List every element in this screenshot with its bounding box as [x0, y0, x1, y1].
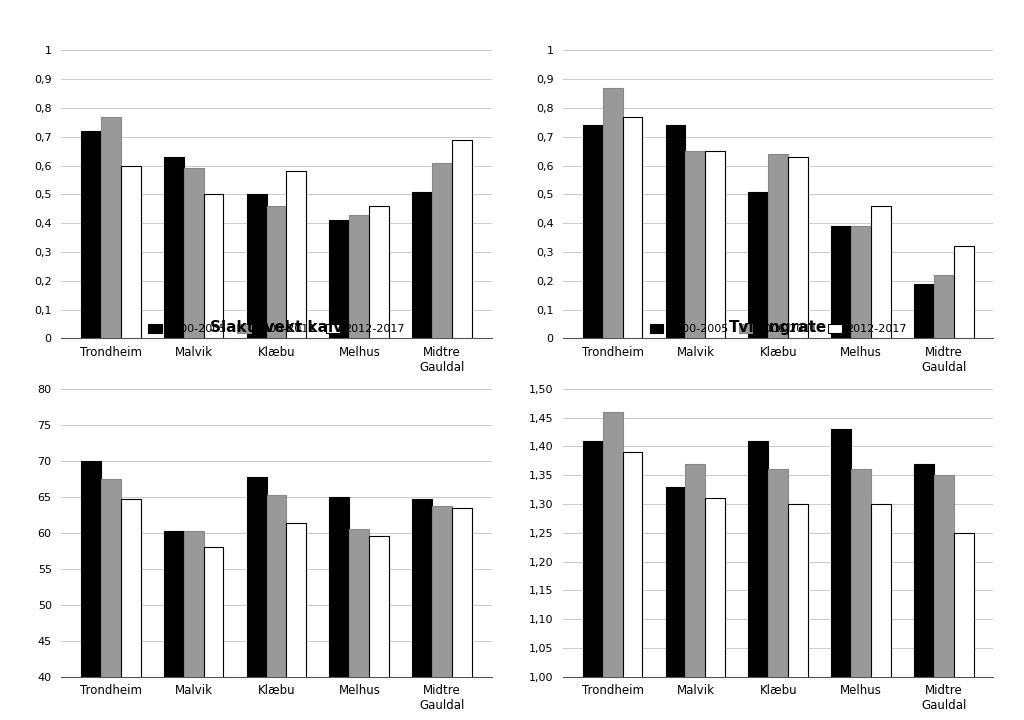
Bar: [788, 157, 808, 338]
Bar: [247, 477, 266, 720]
Bar: [330, 220, 349, 338]
Bar: [666, 487, 685, 720]
Bar: [666, 125, 685, 338]
Bar: [330, 497, 349, 720]
Bar: [432, 506, 452, 720]
Bar: [583, 125, 603, 338]
Bar: [768, 469, 788, 720]
Bar: [706, 498, 725, 720]
Bar: [183, 168, 204, 338]
Bar: [81, 131, 101, 338]
Bar: [452, 508, 472, 720]
Bar: [266, 206, 287, 338]
Bar: [914, 464, 934, 720]
Legend: 2000-2005, 2006-2011, 2012-2017: 2000-2005, 2006-2011, 2012-2017: [650, 323, 906, 334]
Bar: [101, 479, 121, 720]
Bar: [851, 469, 871, 720]
Bar: [204, 194, 223, 338]
Bar: [831, 429, 851, 720]
Bar: [623, 117, 642, 338]
Text: Tvillingrate: Tvillingrate: [729, 320, 827, 335]
Bar: [871, 206, 891, 338]
Bar: [164, 531, 183, 720]
Bar: [768, 154, 788, 338]
Bar: [204, 547, 223, 720]
Bar: [432, 163, 452, 338]
Bar: [413, 499, 432, 720]
Bar: [831, 226, 851, 338]
Bar: [749, 192, 768, 338]
Bar: [685, 464, 706, 720]
Bar: [370, 536, 389, 720]
Bar: [914, 284, 934, 338]
Bar: [934, 275, 953, 338]
Bar: [121, 166, 140, 338]
Bar: [603, 412, 623, 720]
Bar: [953, 533, 974, 720]
Text: Slaktevekt kalv: Slaktevekt kalv: [210, 320, 343, 335]
Bar: [287, 171, 306, 338]
Bar: [749, 441, 768, 720]
Bar: [953, 246, 974, 338]
Bar: [623, 452, 642, 720]
Bar: [349, 215, 370, 338]
Bar: [81, 461, 101, 720]
Bar: [370, 206, 389, 338]
Bar: [266, 495, 287, 720]
Bar: [287, 523, 306, 720]
Bar: [413, 192, 432, 338]
Bar: [934, 475, 953, 720]
Bar: [121, 499, 140, 720]
Bar: [706, 151, 725, 338]
Bar: [871, 504, 891, 720]
Bar: [603, 88, 623, 338]
Bar: [788, 504, 808, 720]
Legend: 2000-2005, 2006-2011, 2012-2017: 2000-2005, 2006-2011, 2012-2017: [148, 323, 404, 334]
Bar: [183, 531, 204, 720]
Bar: [685, 151, 706, 338]
Bar: [583, 441, 603, 720]
Bar: [101, 117, 121, 338]
Bar: [349, 529, 370, 720]
Bar: [851, 226, 871, 338]
Bar: [452, 140, 472, 338]
Bar: [247, 194, 266, 338]
Bar: [164, 157, 183, 338]
